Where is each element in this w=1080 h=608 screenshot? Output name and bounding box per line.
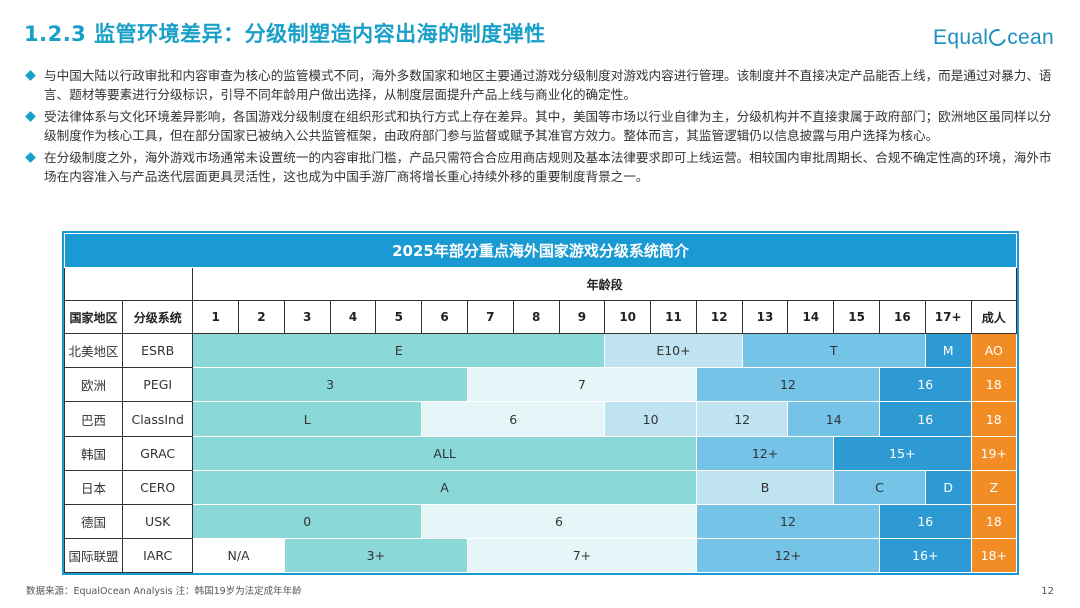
table-row: 欧洲 PEGI 3 7 12 16 18 [63, 367, 1018, 403]
system-cell: GRAC [122, 435, 194, 471]
logo-o-icon [986, 25, 1010, 50]
rating-segment: 12 [695, 401, 789, 437]
rating-segment: L [192, 401, 423, 437]
rating-segment: 6 [421, 401, 606, 437]
age-column-header: 10 [604, 300, 652, 335]
rating-segment: ALL [192, 435, 697, 471]
table-row: 韩国 GRAC ALL 12+ 15+ 19+ [63, 435, 1018, 471]
logo-prefix: Equal [933, 26, 989, 49]
bullet-item: 受法律体系与文化环境差异影响，各国游戏分级制度在组织形式和执行方式上存在差异。其… [25, 107, 1056, 145]
table-row: 巴西 ClassInd L 6 10 12 14 16 18 [63, 401, 1018, 437]
age-column-header: 15 [833, 300, 880, 335]
age-column-header: 2 [238, 300, 285, 335]
rating-table: 2025年部分重点海外国家游戏分级系统简介 年龄段 国家地区 分级系统 1 2 3 4 5 6 7 8… [62, 231, 1019, 575]
rating-segment: T [741, 333, 926, 369]
rating-segment: C [833, 469, 926, 505]
diamond-bullet-icon [25, 111, 36, 122]
rating-segment: 15+ [833, 435, 972, 471]
table-title: 2025年部分重点海外国家游戏分级系统简介 [64, 232, 1017, 269]
age-column-header: 11 [650, 300, 697, 335]
table-row: 国际联盟 IARC N/A 3+ 7+ 12+ 16+ 18+ [63, 537, 1018, 574]
country-cell: 德国 [63, 503, 124, 539]
bullet-text: 与中国大陆以行政审批和内容审查为核心的监管模式不同，海外多数国家和地区主要通过游… [44, 68, 1052, 102]
page-number: 12 [1041, 586, 1054, 597]
system-cell: ClassInd [122, 401, 194, 437]
rating-segment: 19+ [970, 435, 1018, 471]
rating-segment: 7 [466, 367, 697, 403]
rating-segment: 3 [192, 367, 468, 403]
rating-segment: 18+ [970, 537, 1018, 574]
rating-segment: 6 [421, 503, 697, 539]
country-cell: 韩国 [63, 435, 124, 471]
age-column-header: 14 [787, 300, 835, 335]
age-column-header: 13 [741, 300, 789, 335]
age-column-header: 4 [329, 300, 377, 335]
bullet-item: 与中国大陆以行政审批和内容审查为核心的监管模式不同，海外多数国家和地区主要通过游… [25, 66, 1056, 104]
age-column-header: 17+ [924, 300, 972, 335]
diamond-bullet-icon [25, 70, 36, 81]
system-cell: ESRB [122, 333, 194, 369]
country-cell: 欧洲 [63, 367, 124, 403]
rating-segment: 12 [695, 503, 880, 539]
col-header-system: 分级系统 [122, 300, 194, 335]
rating-segment: 16 [878, 401, 972, 437]
age-column-header: 8 [512, 300, 560, 335]
rating-segment: 10 [604, 401, 697, 437]
rating-segment: A [192, 469, 697, 505]
table-row: 日本 CERO A B C D Z [63, 469, 1018, 505]
table-row: 北美地区 ESRB E E10+ T M AO [63, 333, 1018, 369]
rating-segment: M [924, 333, 972, 369]
age-column-header: 1 [192, 300, 240, 335]
age-column-header: 5 [375, 300, 423, 335]
rating-segment: AO [970, 333, 1018, 369]
rating-segment: 12 [695, 367, 880, 403]
page-title: 1.2.3 监管环境差异：分级制塑造内容出海的制度弹性 [24, 22, 546, 46]
diamond-bullet-icon [25, 152, 36, 163]
header-blank-cell [63, 267, 194, 302]
rating-segment: 16 [878, 503, 972, 539]
rating-segment: 18 [970, 503, 1018, 539]
rating-segment: D [924, 469, 972, 505]
rating-segment: 0 [192, 503, 423, 539]
age-group-header: 年龄段 [192, 267, 1017, 302]
rating-segment: 3+ [283, 537, 468, 574]
system-cell: USK [122, 503, 194, 539]
col-header-country: 国家地区 [63, 300, 124, 335]
rating-segment: 14 [787, 401, 880, 437]
system-cell: CERO [122, 469, 194, 505]
rating-segment: E [192, 333, 606, 369]
rating-segment: 7+ [466, 537, 697, 574]
bullet-text: 受法律体系与文化环境差异影响，各国游戏分级制度在组织形式和执行方式上存在差异。其… [44, 109, 1052, 143]
age-column-header: 成人 [970, 300, 1018, 335]
system-cell: PEGI [122, 367, 194, 403]
rating-segment: 18 [970, 401, 1018, 437]
rating-segment: 16+ [878, 537, 972, 574]
age-column-header: 9 [558, 300, 606, 335]
rating-segment: Z [970, 469, 1018, 505]
age-column-header: 6 [421, 300, 468, 335]
rating-segment: 16 [878, 367, 972, 403]
age-column-header: 3 [283, 300, 331, 335]
bullet-list: 与中国大陆以行政审批和内容审查为核心的监管模式不同，海外多数国家和地区主要通过游… [25, 66, 1056, 189]
rating-segment: N/A [192, 537, 285, 574]
bullet-item: 在分级制度之外，海外游戏市场通常未设置统一的内容审批门槛，产品只需符合合应用商店… [25, 148, 1056, 186]
rating-segment: 18 [970, 367, 1018, 403]
country-cell: 巴西 [63, 401, 124, 437]
age-column-header: 7 [466, 300, 514, 335]
country-cell: 日本 [63, 469, 124, 505]
country-cell: 北美地区 [63, 333, 124, 369]
rating-segment: B [695, 469, 835, 505]
bullet-text: 在分级制度之外，海外游戏市场通常未设置统一的内容审批门槛，产品只需符合合应用商店… [44, 150, 1052, 184]
system-cell: IARC [122, 537, 194, 574]
brand-logo: Equal cean [933, 25, 1054, 50]
source-note: 数据来源：EqualOcean Analysis 注：韩国19岁为法定成年年龄 [26, 586, 302, 597]
logo-suffix: cean [1007, 26, 1054, 49]
age-column-header: 12 [695, 300, 743, 335]
rating-segment: 12+ [695, 435, 835, 471]
table-row: 德国 USK 0 6 12 16 18 [63, 503, 1018, 539]
country-cell: 国际联盟 [63, 537, 124, 574]
age-column-header: 16 [878, 300, 926, 335]
rating-segment: E10+ [604, 333, 743, 369]
rating-segment: 12+ [695, 537, 880, 574]
